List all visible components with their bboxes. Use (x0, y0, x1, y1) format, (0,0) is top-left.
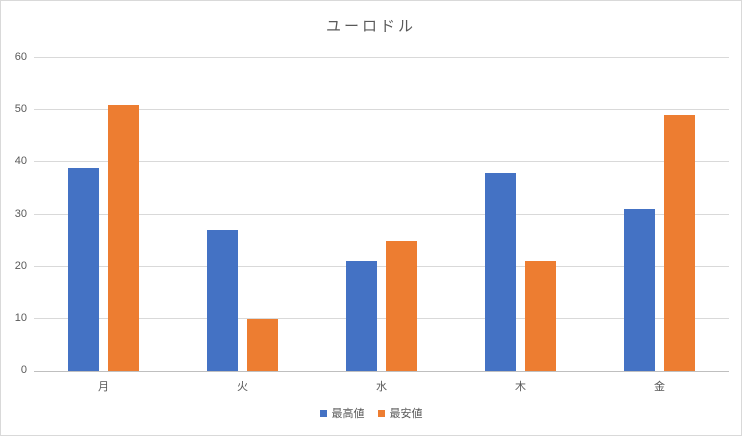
gridline (34, 109, 729, 111)
bar (346, 261, 377, 371)
x-tick-label: 水 (376, 381, 387, 393)
legend: 最高値 最安値 (1, 405, 741, 421)
legend-swatch (377, 409, 385, 417)
plot-area (34, 57, 729, 372)
y-tick-label: 10 (14, 311, 27, 324)
x-axis: 月火水木金 (1, 378, 741, 394)
y-tick-label: 40 (14, 155, 27, 168)
y-axis: 0 10 20 30 40 50 60 (1, 1, 27, 435)
y-tick-label: 60 (14, 51, 27, 63)
bar (386, 240, 417, 371)
x-tick-label: 木 (515, 381, 526, 393)
y-tick-label: 30 (14, 207, 27, 220)
legend-label: 最高値 (331, 408, 365, 420)
x-tick-label: 月 (98, 381, 109, 393)
gridline (34, 57, 729, 58)
legend-label: 最安値 (389, 408, 423, 420)
bar (664, 115, 695, 371)
bar (247, 318, 278, 371)
gridline (34, 265, 729, 267)
gridline (34, 317, 729, 319)
bar (207, 230, 238, 371)
chart-title: ユーロドル (325, 18, 416, 35)
y-tick-label: 0 (20, 364, 27, 376)
gridline (34, 213, 729, 215)
bar (108, 104, 139, 371)
legend-item: 最安値 (377, 405, 423, 421)
bar (624, 209, 655, 371)
gridline (34, 161, 729, 163)
legend-swatch (319, 409, 327, 417)
bar (485, 172, 516, 371)
x-tick-label: 金 (654, 381, 665, 393)
bar (68, 167, 99, 371)
y-tick-label: 50 (14, 103, 27, 116)
y-tick-label: 20 (14, 259, 27, 272)
bar (525, 261, 556, 371)
x-tick-label: 火 (237, 381, 248, 393)
legend-item: 最高値 (319, 405, 365, 421)
